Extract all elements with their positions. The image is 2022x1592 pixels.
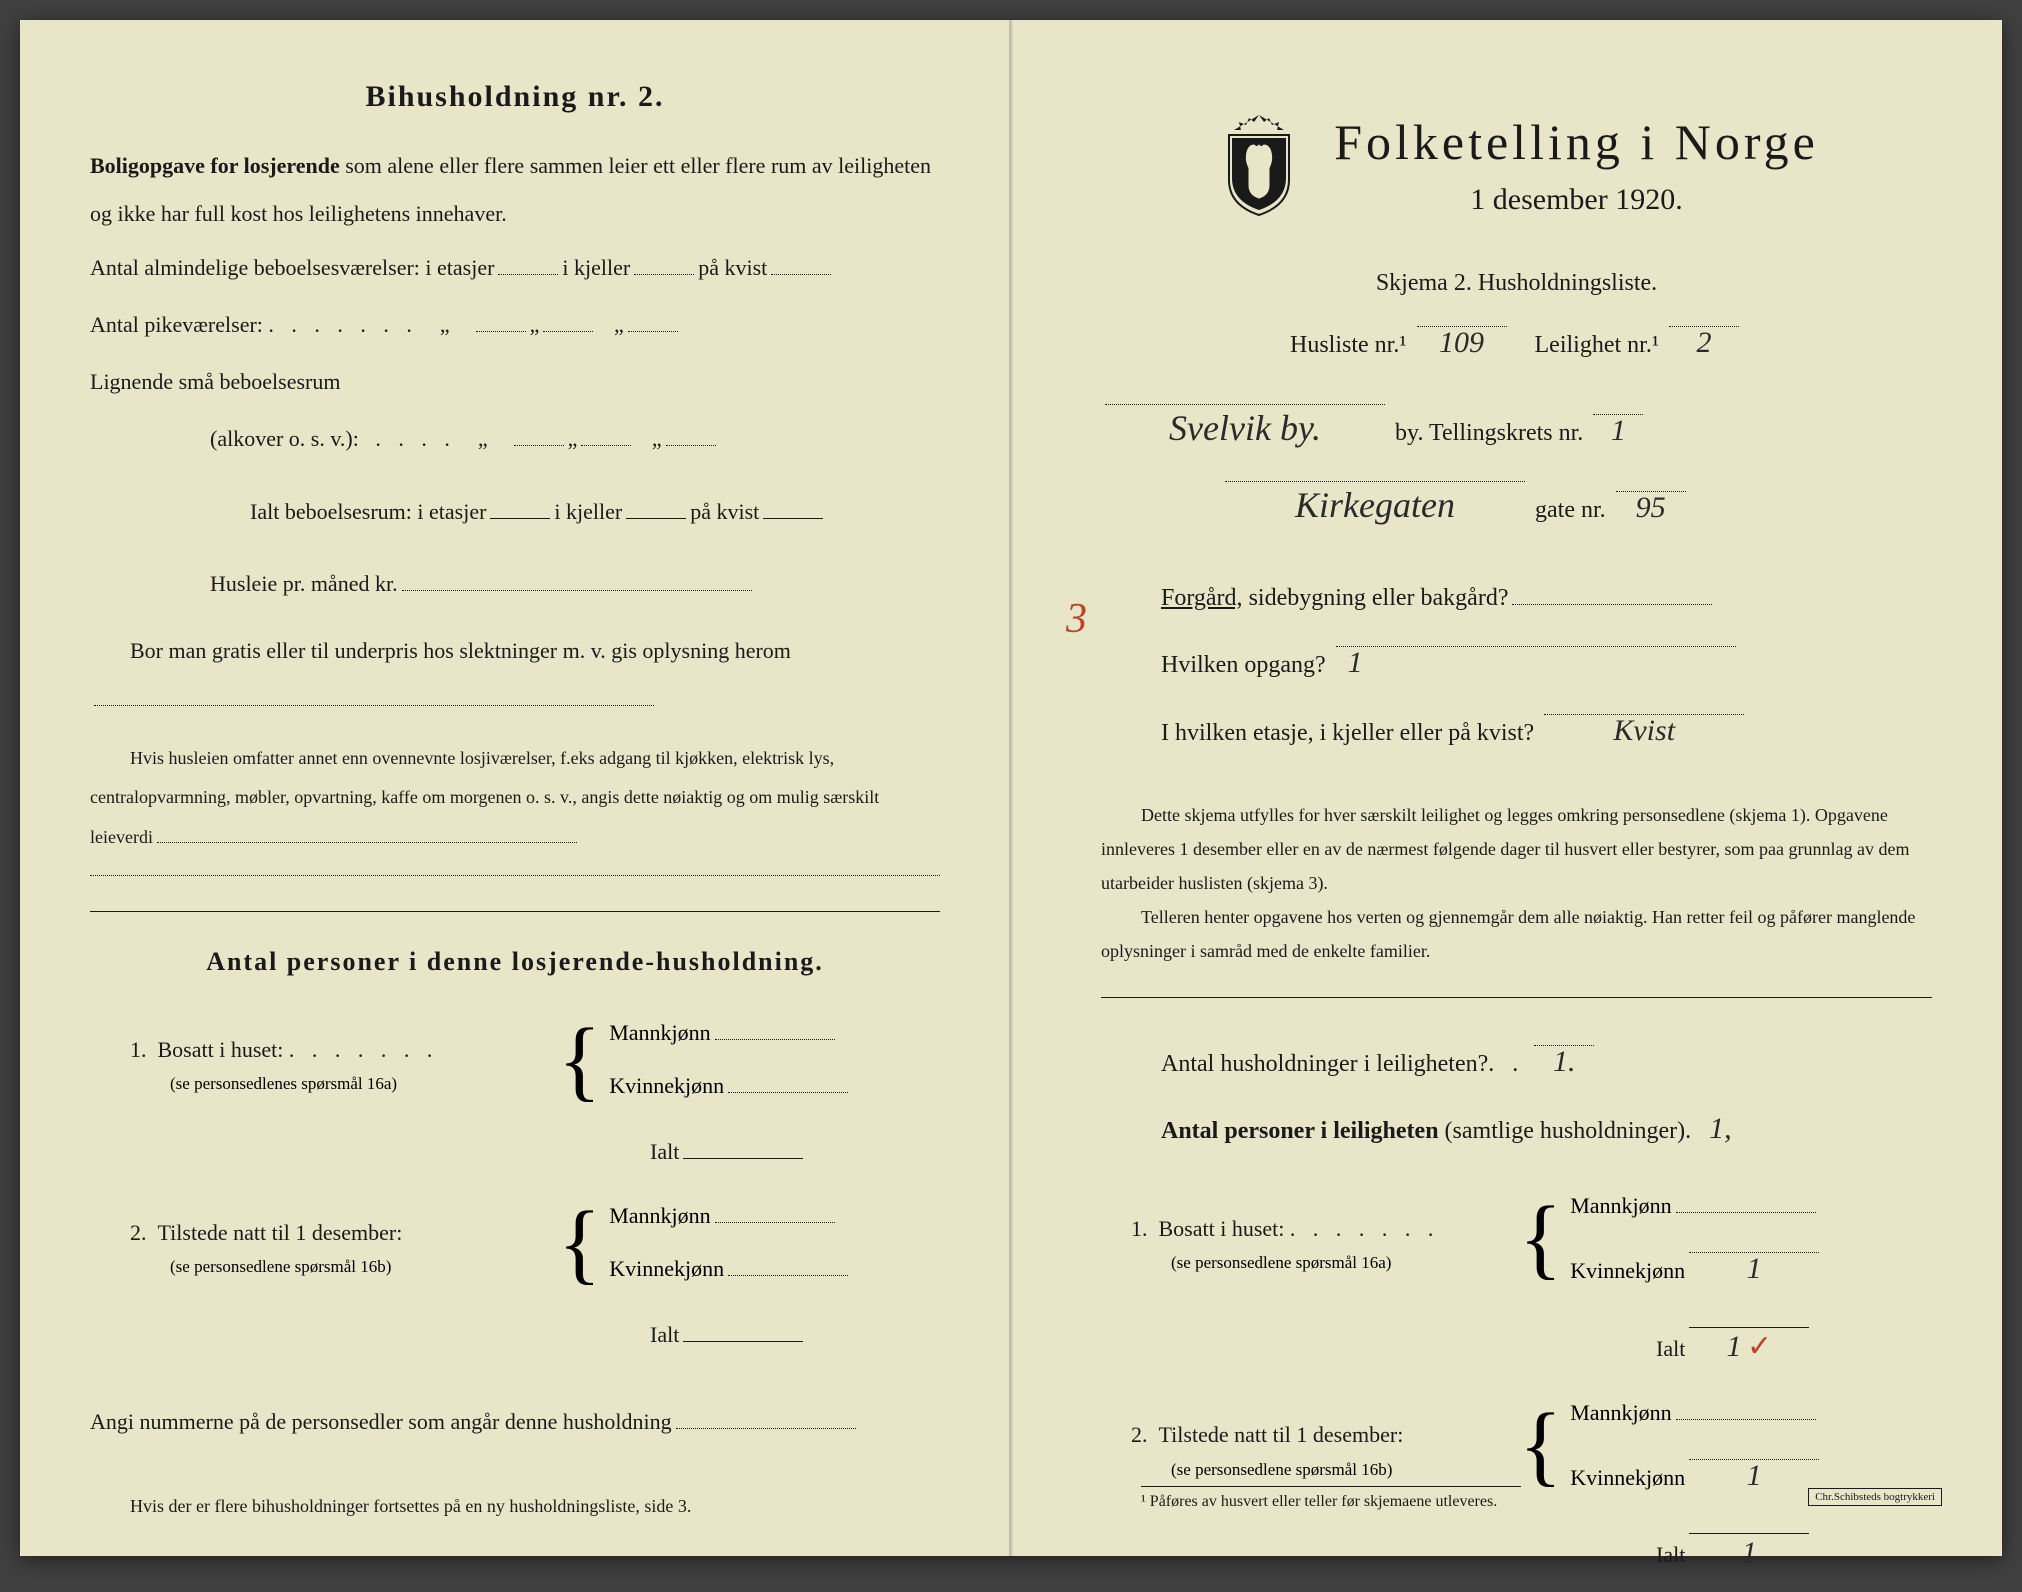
forgaard-line: Forgård, sidebygning eller bakgård?	[1161, 570, 1932, 628]
etasje-line: I hvilken etasje, i kjeller eller på kvi…	[1161, 695, 1932, 763]
instructions-2: Telleren henter opgavene hos verten og g…	[1101, 900, 1932, 968]
skjema-line: Skjema 2. Husholdningsliste.	[1101, 270, 1932, 297]
printer-mark: Chr.Schibsteds bogtrykkeri	[1808, 1488, 1942, 1506]
line-husleie: Husleie pr. måned kr.	[210, 555, 940, 612]
main-title: Folketelling i Norge	[1334, 113, 1819, 171]
blank	[771, 255, 831, 275]
opgang-line: Hvilken opgang? 1	[1161, 627, 1932, 695]
blank	[634, 255, 694, 275]
left-page: Bihusholdning nr. 2. Boligopgave for los…	[20, 20, 1011, 1556]
census-date: 1 desember 1920.	[1334, 183, 1819, 217]
husliste-line: Husliste nr.¹ 109 Leilighet nr.¹ 2	[1101, 307, 1932, 375]
intro-bold: Boligopgave for losjerende	[90, 153, 340, 178]
ialt-1: Ialt	[650, 1123, 940, 1180]
line-ialt-bebo: Ialt beboelsesrum: i etasjeri kjellerpå …	[250, 483, 940, 540]
antal-pers-line: Antal personer i leiligheten (samtlige h…	[1161, 1093, 1932, 1165]
census-document: Bihusholdning nr. 2. Boligopgave for los…	[20, 20, 2002, 1556]
divider	[90, 911, 940, 912]
left-title: Bihusholdning nr. 2.	[90, 80, 940, 114]
right-footnote: ¹ Påføres av husvert eller teller før sk…	[1141, 1486, 1521, 1511]
dotted-rule	[90, 875, 940, 876]
line-pike: Antal pikeværelser: . . . . . . . „ „ „	[90, 296, 940, 353]
brace-icon: {	[1511, 1423, 1570, 1468]
divider	[1101, 997, 1932, 998]
angi-line: Angi nummerne på de personsedler som ang…	[90, 1398, 940, 1446]
ialt-2: Ialt	[650, 1306, 940, 1363]
brace-icon: {	[1511, 1216, 1570, 1261]
right-ialt-2: Ialt1	[1656, 1514, 1932, 1583]
instructions-1: Dette skjema utfylles for hver særskilt …	[1101, 798, 1932, 901]
blank	[498, 255, 558, 275]
by-line: Svelvik by. by. Tellingskrets nr. 1	[1101, 385, 1932, 463]
line-alm-bebo: Antal almindelige beboelsesværelser: i e…	[90, 239, 940, 296]
intro-paragraph: Boligopgave for losjerende som alene ell…	[90, 142, 940, 239]
norway-crest-icon	[1214, 110, 1304, 220]
red-margin-note: 3	[1066, 595, 1087, 643]
right-page: Folketelling i Norge 1 desember 1920. Sk…	[1011, 20, 2002, 1556]
line-lignende: Lignende små beboelsesrum	[90, 353, 940, 410]
enum-2: 2. Tilstede natt til 1 desember: (se per…	[130, 1190, 940, 1296]
title-row: Folketelling i Norge 1 desember 1920.	[1101, 110, 1932, 220]
line-alkover: (alkover o. s. v.): . . . . „ „ „	[210, 410, 940, 467]
right-enum-1: 1. Bosatt i huset: . . . . . . . (se per…	[1131, 1180, 1932, 1298]
right-ialt-1: Ialt1 ✓	[1656, 1308, 1932, 1377]
brace-icon: {	[550, 1221, 609, 1266]
antal-hush-line: Antal husholdninger i leiligheten?. . 1.	[1161, 1026, 1932, 1094]
para-gratis: Bor man gratis eller til underpris hos s…	[90, 627, 940, 724]
enum-1: 1. Bosatt i huset: . . . . . . . (se per…	[130, 1007, 940, 1113]
left-footnote: Hvis der er flere bihusholdninger fortse…	[90, 1491, 940, 1522]
section2-title: Antal personer i denne losjerende-hushol…	[90, 947, 940, 977]
gate-line: Kirkegaten gate nr. 95	[1221, 462, 1932, 540]
para-husleien: Hvis husleien omfatter annet enn ovennev…	[90, 739, 940, 858]
brace-icon: {	[550, 1038, 609, 1083]
